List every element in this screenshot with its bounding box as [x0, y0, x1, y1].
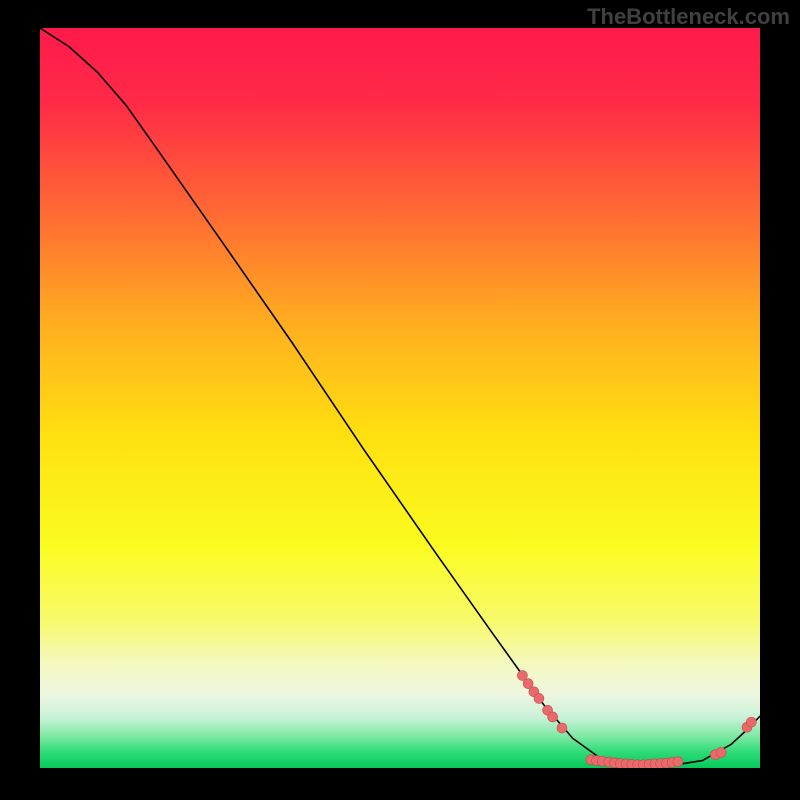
data-marker: [716, 747, 726, 757]
gradient-background: [40, 28, 760, 768]
watermark-text: TheBottleneck.com: [587, 4, 790, 30]
data-marker: [746, 717, 756, 727]
data-marker: [557, 723, 567, 733]
plot-svg: [40, 28, 760, 768]
data-marker: [548, 712, 558, 722]
data-marker: [673, 757, 683, 767]
canvas: TheBottleneck.com: [0, 0, 800, 800]
data-marker: [534, 693, 544, 703]
plot-area: [40, 28, 760, 768]
